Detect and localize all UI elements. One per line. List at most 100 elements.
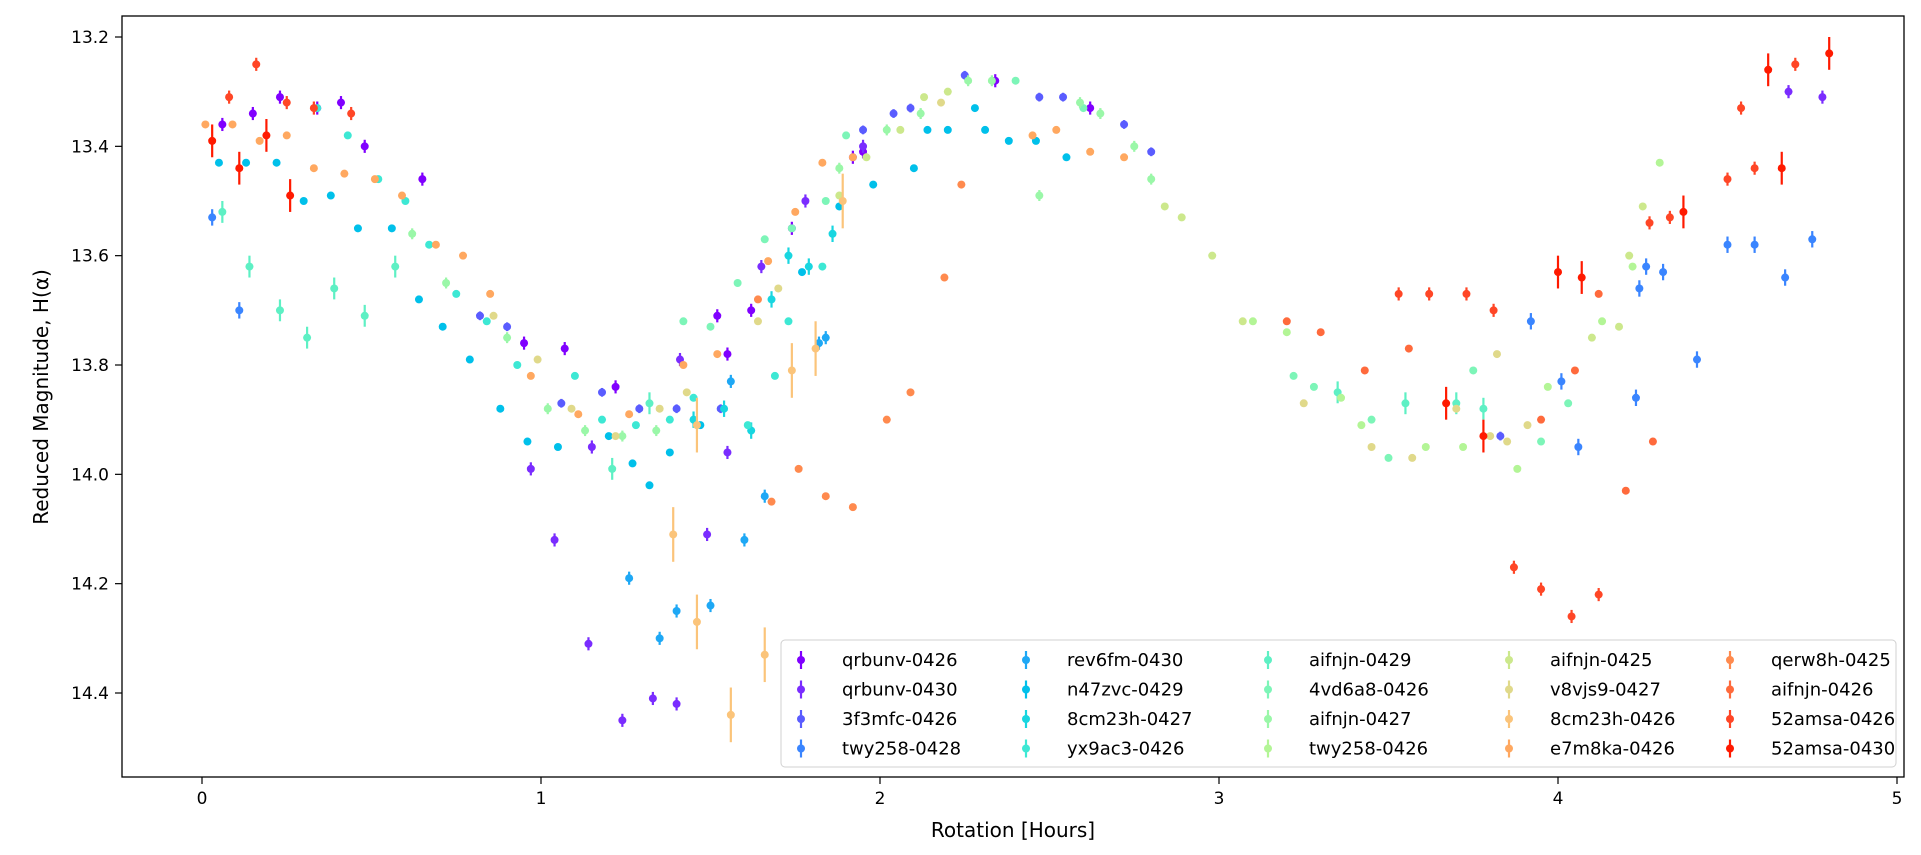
legend-label: qrbunv-0426 bbox=[842, 650, 958, 671]
data-point bbox=[723, 350, 732, 359]
data-point bbox=[489, 311, 498, 320]
data-point bbox=[821, 492, 830, 501]
data-point bbox=[1452, 404, 1461, 413]
data-point bbox=[1238, 317, 1247, 326]
y-axis: 13.2 13.4 13.6 13.8 14.0 14.2 14.4 bbox=[71, 28, 122, 704]
y-tick-label: 13.6 bbox=[71, 247, 109, 267]
data-point bbox=[1011, 76, 1020, 85]
data-point bbox=[1642, 262, 1651, 271]
data-point bbox=[1486, 432, 1495, 441]
data-point bbox=[550, 535, 559, 544]
data-point bbox=[652, 426, 661, 435]
data-point bbox=[570, 371, 579, 380]
data-point bbox=[1004, 136, 1013, 145]
data-point bbox=[679, 317, 688, 326]
data-point bbox=[1309, 382, 1318, 391]
legend-item: aifnjn-0427 bbox=[1264, 709, 1412, 730]
data-point bbox=[272, 158, 281, 167]
data-point bbox=[567, 404, 576, 413]
data-point bbox=[598, 415, 607, 424]
data-point bbox=[1509, 563, 1518, 572]
axes-frame bbox=[121, 15, 1905, 778]
data-point bbox=[1513, 464, 1522, 473]
legend-label: e7m8ka-0426 bbox=[1550, 739, 1675, 760]
legend-label: qrbunv-0430 bbox=[842, 680, 958, 701]
series-52amsa-0430 bbox=[208, 37, 1834, 453]
legend-item: v8vjs9-0427 bbox=[1505, 680, 1661, 701]
data-point bbox=[760, 235, 769, 244]
data-point bbox=[784, 251, 793, 260]
legend-marker bbox=[1022, 685, 1030, 694]
data-point bbox=[387, 224, 396, 233]
legend-marker bbox=[1264, 744, 1272, 753]
data-point bbox=[543, 404, 552, 413]
data-point bbox=[713, 311, 722, 320]
data-point bbox=[787, 224, 796, 233]
data-point bbox=[774, 284, 783, 293]
data-point bbox=[523, 437, 532, 446]
data-point bbox=[1808, 235, 1817, 244]
data-point bbox=[286, 191, 295, 200]
data-point bbox=[1679, 207, 1688, 216]
legend-marker bbox=[1264, 685, 1272, 694]
data-point bbox=[526, 464, 535, 473]
legend-item: 52amsa-0426 bbox=[1726, 709, 1895, 730]
data-point bbox=[811, 344, 820, 353]
data-point bbox=[309, 104, 318, 113]
data-point bbox=[1357, 421, 1366, 430]
data-point bbox=[787, 366, 796, 375]
data-point bbox=[1503, 437, 1512, 446]
data-point bbox=[818, 158, 827, 167]
data-point bbox=[635, 404, 644, 413]
data-point bbox=[764, 257, 773, 266]
data-point bbox=[645, 399, 654, 408]
data-point bbox=[520, 339, 529, 348]
data-point bbox=[1248, 317, 1257, 326]
data-point bbox=[1177, 213, 1186, 222]
data-point bbox=[618, 716, 627, 725]
data-point bbox=[282, 131, 291, 140]
data-point bbox=[431, 240, 440, 249]
data-point bbox=[648, 694, 657, 703]
data-point bbox=[889, 109, 898, 118]
data-point bbox=[1316, 328, 1325, 337]
legend-item: aifnjn-0426 bbox=[1726, 680, 1874, 701]
series-twy258-0428 bbox=[208, 209, 1817, 456]
data-point bbox=[909, 164, 918, 173]
data-point bbox=[218, 120, 227, 129]
x-tick-label: 1 bbox=[536, 789, 547, 809]
legend-label: twy258-0428 bbox=[842, 739, 961, 760]
legend-marker bbox=[1022, 744, 1030, 753]
legend-marker bbox=[1264, 656, 1272, 664]
data-point bbox=[669, 530, 678, 539]
data-point bbox=[553, 443, 562, 451]
data-point bbox=[1723, 240, 1732, 249]
y-tick-label: 13.4 bbox=[71, 137, 109, 157]
data-point bbox=[804, 262, 813, 271]
legend: qrbunv-0426 qrbunv-0430 3f3mfc-0426 twy258-… bbox=[780, 639, 1897, 768]
series-twy258-0426 bbox=[1248, 158, 1664, 473]
data-point bbox=[916, 109, 925, 118]
data-point bbox=[208, 136, 217, 145]
data-point bbox=[326, 191, 335, 200]
legend-item: 52amsa-0430 bbox=[1726, 739, 1895, 760]
data-point bbox=[1594, 590, 1603, 599]
data-point bbox=[770, 371, 779, 380]
legend-marker bbox=[1726, 744, 1734, 753]
data-point bbox=[1543, 382, 1552, 391]
data-point bbox=[1096, 109, 1105, 118]
data-point bbox=[723, 448, 732, 457]
series-aifnjn-0427 bbox=[408, 75, 1156, 442]
data-point bbox=[1557, 377, 1566, 386]
data-point bbox=[625, 410, 634, 419]
data-point bbox=[1750, 164, 1759, 173]
data-point bbox=[442, 279, 451, 287]
data-point bbox=[1750, 240, 1759, 249]
data-point bbox=[309, 164, 318, 173]
x-axis-label: Rotation [Hours] bbox=[931, 818, 1095, 842]
plot-area bbox=[201, 37, 1834, 743]
series-8cm23h-0426 bbox=[669, 173, 847, 743]
data-point bbox=[848, 153, 857, 162]
series-v8vjs9-0427 bbox=[489, 98, 1532, 462]
